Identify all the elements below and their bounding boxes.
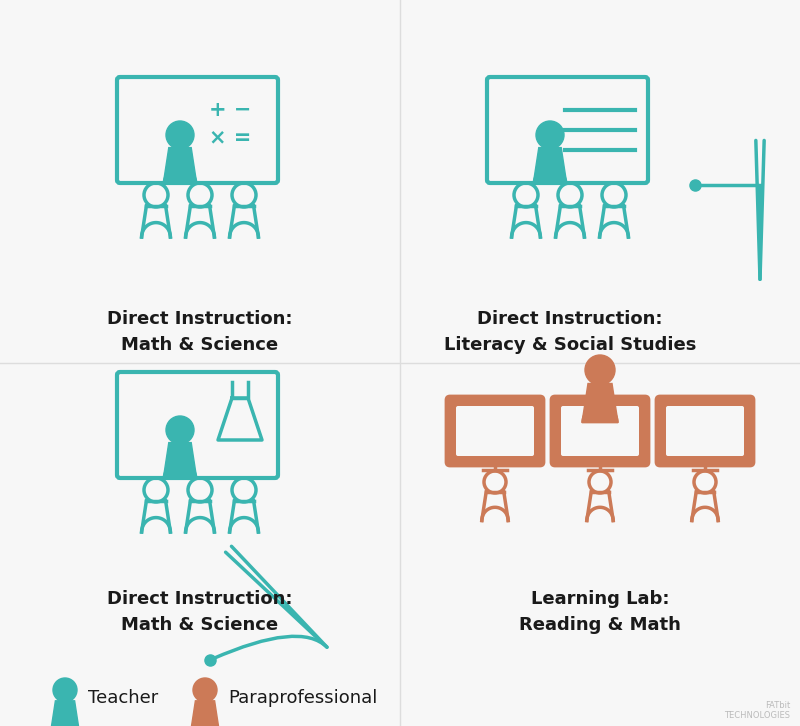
Polygon shape	[190, 701, 219, 726]
Text: Teacher: Teacher	[88, 689, 158, 707]
Circle shape	[193, 678, 217, 702]
Polygon shape	[50, 701, 79, 726]
Text: Direct Instruction:
Math & Science: Direct Instruction: Math & Science	[107, 310, 293, 354]
Polygon shape	[534, 147, 566, 184]
FancyBboxPatch shape	[456, 406, 534, 456]
FancyBboxPatch shape	[446, 396, 544, 466]
Text: Direct Instruction:
Math & Science: Direct Instruction: Math & Science	[107, 590, 293, 634]
Text: Paraprofessional: Paraprofessional	[228, 689, 378, 707]
Circle shape	[166, 121, 194, 149]
Circle shape	[585, 355, 615, 385]
Polygon shape	[582, 383, 618, 423]
Polygon shape	[163, 443, 197, 479]
FancyBboxPatch shape	[666, 406, 744, 456]
Text: × =: × =	[209, 128, 251, 148]
Polygon shape	[163, 462, 197, 479]
Polygon shape	[163, 167, 197, 184]
Circle shape	[53, 678, 77, 702]
Text: Learning Lab:
Reading & Math: Learning Lab: Reading & Math	[519, 590, 681, 634]
Polygon shape	[190, 717, 219, 726]
Text: FATbit
TECHNOLOGIES: FATbit TECHNOLOGIES	[724, 701, 790, 720]
FancyBboxPatch shape	[656, 396, 754, 466]
Polygon shape	[534, 167, 566, 184]
Polygon shape	[163, 147, 197, 184]
FancyBboxPatch shape	[551, 396, 649, 466]
Text: Direct Instruction:
Literacy & Social Studies: Direct Instruction: Literacy & Social St…	[444, 310, 696, 354]
Polygon shape	[50, 717, 79, 726]
Text: + −: + −	[209, 100, 251, 120]
Polygon shape	[582, 404, 618, 423]
FancyBboxPatch shape	[561, 406, 639, 456]
Circle shape	[536, 121, 564, 149]
Circle shape	[166, 416, 194, 444]
